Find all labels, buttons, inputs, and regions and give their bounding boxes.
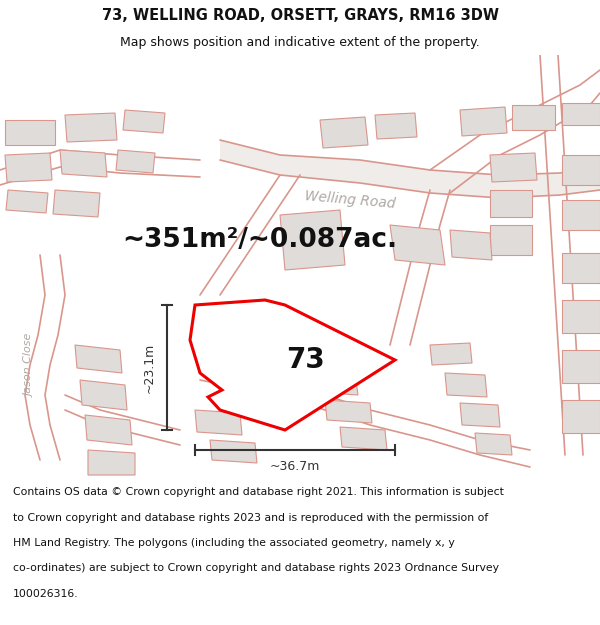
Text: Map shows position and indicative extent of the property.: Map shows position and indicative extent… — [120, 36, 480, 49]
Polygon shape — [195, 410, 242, 435]
Polygon shape — [340, 427, 387, 450]
Polygon shape — [562, 350, 600, 383]
Polygon shape — [85, 415, 132, 445]
Polygon shape — [445, 373, 487, 397]
Polygon shape — [390, 225, 445, 265]
Polygon shape — [88, 450, 135, 475]
Polygon shape — [460, 403, 500, 427]
Polygon shape — [450, 230, 492, 260]
Polygon shape — [210, 440, 257, 463]
Polygon shape — [325, 400, 372, 423]
Polygon shape — [460, 107, 507, 136]
Polygon shape — [490, 190, 532, 217]
Text: 73: 73 — [286, 346, 325, 374]
Text: ~23.1m: ~23.1m — [143, 342, 155, 392]
Text: 100026316.: 100026316. — [13, 589, 79, 599]
Polygon shape — [490, 153, 537, 182]
Polygon shape — [5, 120, 55, 145]
Text: HM Land Registry. The polygons (including the associated geometry, namely x, y: HM Land Registry. The polygons (includin… — [13, 538, 455, 548]
Polygon shape — [65, 113, 117, 142]
Polygon shape — [60, 150, 107, 177]
Polygon shape — [430, 343, 472, 365]
Text: co-ordinates) are subject to Crown copyright and database rights 2023 Ordnance S: co-ordinates) are subject to Crown copyr… — [13, 563, 499, 573]
Text: Welling Road: Welling Road — [304, 189, 396, 211]
Polygon shape — [220, 140, 600, 198]
Polygon shape — [320, 117, 368, 148]
Polygon shape — [53, 190, 100, 217]
Polygon shape — [562, 253, 600, 283]
Polygon shape — [116, 150, 155, 173]
Text: ~351m²/~0.087ac.: ~351m²/~0.087ac. — [122, 227, 398, 253]
Polygon shape — [562, 200, 600, 230]
Polygon shape — [310, 370, 358, 395]
Text: 73, WELLING ROAD, ORSETT, GRAYS, RM16 3DW: 73, WELLING ROAD, ORSETT, GRAYS, RM16 3D… — [101, 8, 499, 23]
Text: Contains OS data © Crown copyright and database right 2021. This information is : Contains OS data © Crown copyright and d… — [13, 488, 504, 498]
Polygon shape — [75, 345, 122, 373]
Polygon shape — [190, 300, 395, 430]
Polygon shape — [123, 110, 165, 133]
Polygon shape — [562, 400, 600, 433]
Polygon shape — [562, 103, 600, 125]
Text: to Crown copyright and database rights 2023 and is reproduced with the permissio: to Crown copyright and database rights 2… — [13, 512, 488, 522]
Polygon shape — [490, 225, 532, 255]
Polygon shape — [562, 300, 600, 333]
Polygon shape — [375, 113, 417, 139]
Polygon shape — [6, 190, 48, 213]
Polygon shape — [475, 433, 512, 455]
Polygon shape — [562, 155, 600, 185]
Polygon shape — [512, 105, 555, 130]
Polygon shape — [295, 345, 345, 365]
Polygon shape — [280, 210, 345, 270]
Text: ~36.7m: ~36.7m — [270, 459, 320, 472]
Polygon shape — [5, 153, 52, 182]
Text: Jason Close: Jason Close — [25, 333, 35, 397]
Polygon shape — [80, 380, 127, 410]
